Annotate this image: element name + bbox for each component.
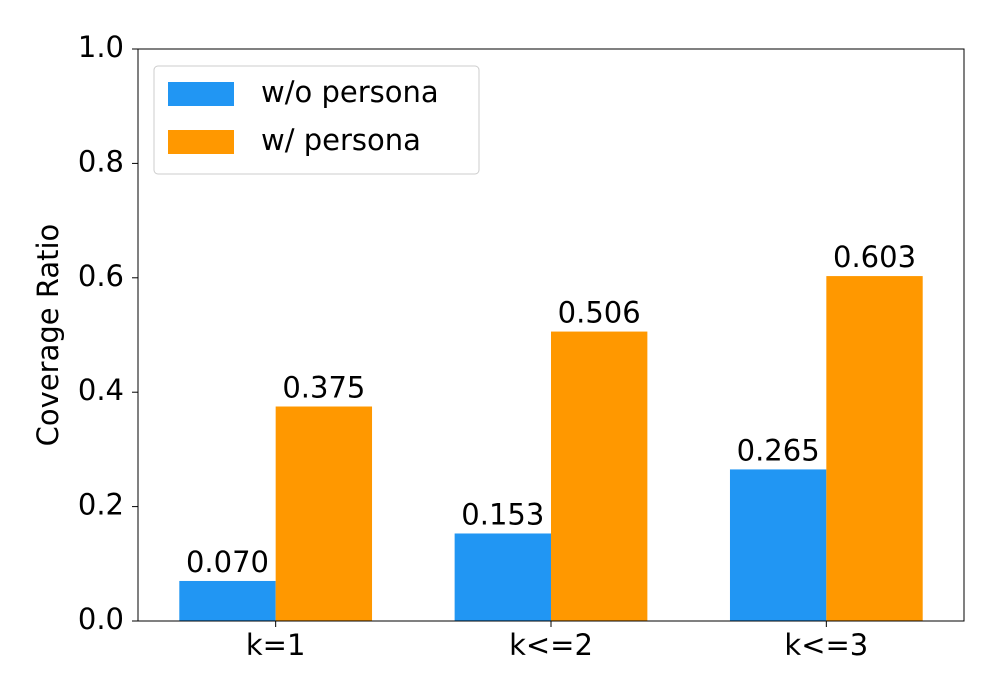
legend-swatch	[168, 82, 234, 106]
x-tick-label: k=1	[246, 628, 306, 662]
x-tick-label: k<=2	[509, 628, 593, 662]
legend-swatch	[168, 130, 234, 154]
value-label: 0.603	[833, 240, 916, 274]
value-label: 0.375	[282, 371, 365, 405]
legend-label: w/o persona	[261, 75, 439, 109]
y-tick-label: 1.0	[78, 30, 124, 64]
legend-frame	[153, 65, 480, 175]
y-tick-label: 0.2	[78, 488, 124, 522]
legend-label: w/ persona	[261, 123, 421, 157]
x-tick-label: k<=3	[784, 628, 868, 662]
y-axis-label: Coverage Ratio	[31, 224, 65, 447]
y-tick-label: 0.4	[78, 373, 124, 407]
bar	[454, 533, 551, 621]
bar	[275, 406, 373, 621]
y-tick-label: 0.6	[78, 259, 124, 293]
y-tick-label: 0.0	[78, 602, 124, 636]
value-label: 0.265	[737, 433, 820, 467]
value-label: 0.153	[461, 497, 544, 531]
bar	[826, 276, 923, 621]
y-tick-label: 0.8	[78, 144, 124, 178]
value-label: 0.070	[186, 545, 269, 579]
bar	[729, 469, 827, 621]
bar	[179, 580, 276, 621]
plot-frame	[137, 48, 965, 622]
value-label: 0.506	[558, 296, 641, 330]
bar	[551, 331, 648, 621]
